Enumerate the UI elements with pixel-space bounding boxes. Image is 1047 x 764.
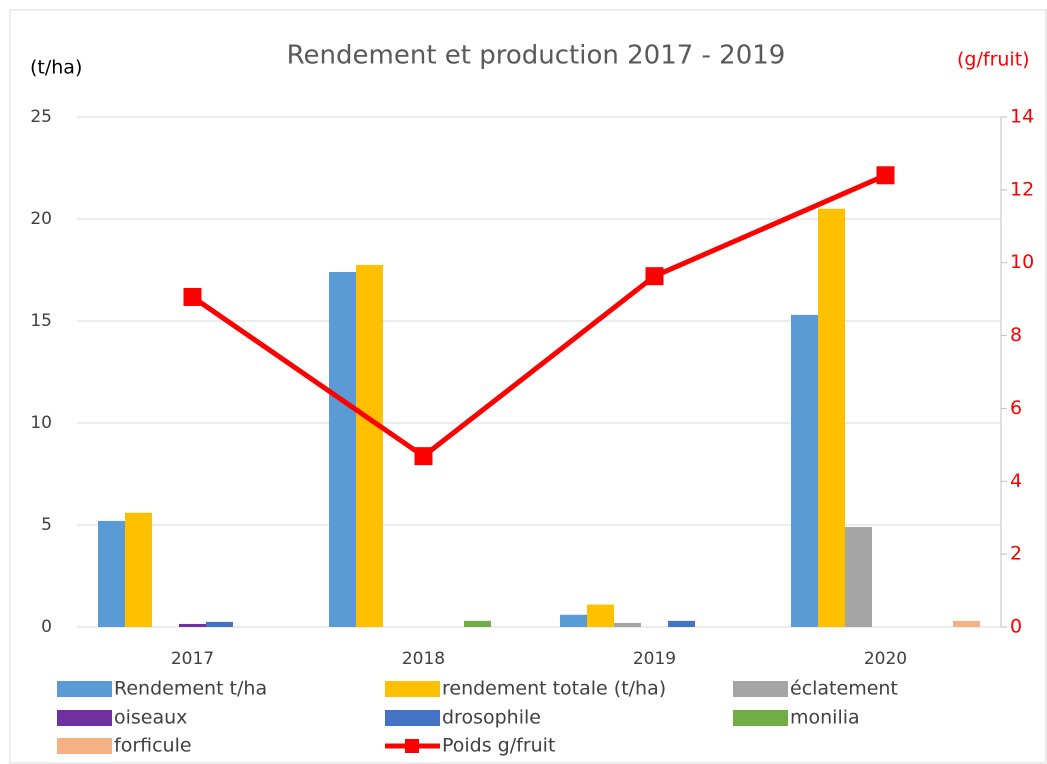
bar <box>98 520 125 627</box>
line-marker <box>645 267 664 286</box>
legend-label: drosophile <box>442 707 541 729</box>
bar <box>329 272 356 627</box>
bar <box>668 620 695 627</box>
legend-swatch <box>385 710 440 726</box>
y-axis-label: (t/ha) <box>30 57 82 79</box>
y2-tick-label: 6 <box>1010 397 1022 419</box>
bar <box>818 208 845 628</box>
legend-label: oiseaux <box>114 707 187 729</box>
y2-tick-label: 0 <box>1010 616 1022 638</box>
y2-tick-label: 4 <box>1010 470 1022 492</box>
bar <box>614 622 641 627</box>
bar <box>125 512 152 627</box>
legend-label: rendement totale (t/ha) <box>442 678 666 700</box>
line-marker <box>876 166 895 185</box>
y2-tick-label: 2 <box>1010 543 1022 565</box>
y-tick-label: 15 <box>30 311 52 331</box>
bar <box>560 614 587 627</box>
y-tick-label: 0 <box>41 617 52 637</box>
y2-tick-label: 10 <box>1010 251 1034 273</box>
line-marker <box>183 287 202 306</box>
y2-tick-label: 14 <box>1010 106 1034 128</box>
y-tick-label: 5 <box>41 515 52 535</box>
bar <box>464 620 491 627</box>
line <box>191 172 887 460</box>
y-tick-label: 20 <box>30 209 52 229</box>
legend-swatch <box>57 710 112 726</box>
x-tick-label: 2019 <box>633 649 676 669</box>
bar <box>356 264 383 627</box>
legend-swatch <box>733 681 788 697</box>
bar <box>953 620 980 627</box>
legend-swatch <box>57 738 112 754</box>
x-tick-label: 2018 <box>402 649 445 669</box>
legend-swatch <box>405 739 419 753</box>
bar <box>206 621 233 627</box>
bar <box>845 527 872 627</box>
bar <box>587 604 614 627</box>
legend-swatch <box>733 710 788 726</box>
legend-label: éclatement <box>790 678 898 700</box>
chart-border <box>9 9 1047 764</box>
y2-tick-label: 12 <box>1010 178 1034 200</box>
legend-label: forficule <box>114 735 192 757</box>
legend-label: Poids g/fruit <box>442 735 555 757</box>
bar <box>179 623 206 627</box>
legend-swatch <box>57 681 112 697</box>
x-tick-label: 2017 <box>171 649 214 669</box>
line-marker <box>414 447 433 466</box>
legend-label: Rendement t/ha <box>114 678 267 700</box>
y-tick-label: 25 <box>30 107 52 127</box>
bar <box>791 314 818 627</box>
x-tick-label: 2020 <box>864 649 907 669</box>
y2-tick-label: 8 <box>1010 324 1022 346</box>
y2-axis-label: (g/fruit) <box>957 49 1030 71</box>
chart-title: Rendement et production 2017 - 2019 <box>287 41 786 71</box>
legend-swatch <box>385 681 440 697</box>
y-tick-label: 10 <box>30 413 52 433</box>
legend-label: monilia <box>790 707 860 729</box>
